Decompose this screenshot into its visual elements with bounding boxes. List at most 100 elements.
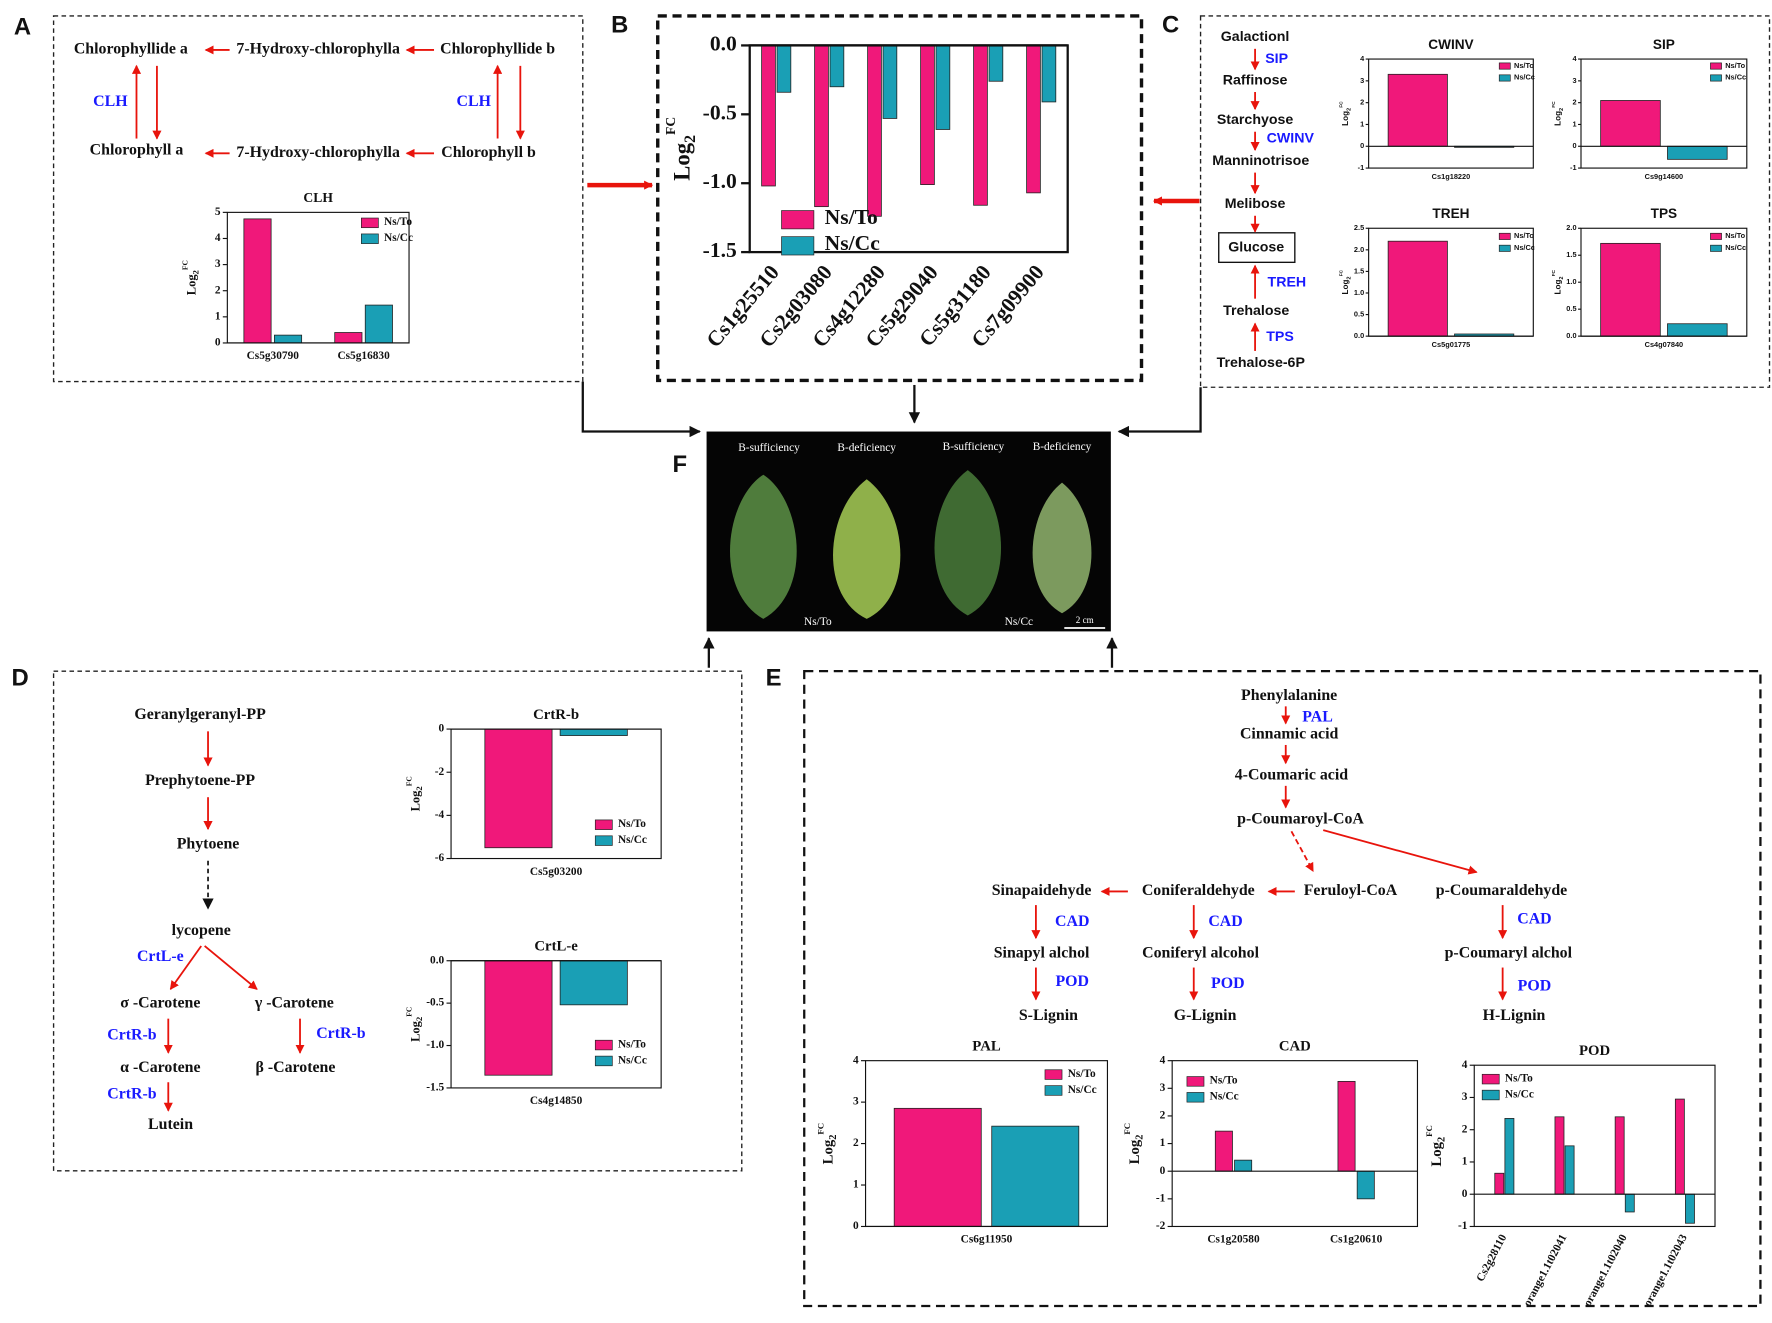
node: Melibose bbox=[1225, 196, 1286, 212]
photo-label: B-sufficiency bbox=[943, 441, 1005, 453]
y-axis-label: Log2FC bbox=[815, 1123, 839, 1165]
node: G-Lignin bbox=[1174, 1007, 1237, 1024]
x-tick-label: Cs1g20580 bbox=[1207, 1234, 1260, 1246]
y-tick-label: -1 bbox=[1156, 1192, 1166, 1204]
bar bbox=[814, 45, 829, 208]
y-axis-label-part: 2 bbox=[1346, 276, 1352, 279]
y-tick-label: 0 bbox=[1360, 141, 1364, 150]
node: 7-Hydroxy-chlorophylla bbox=[236, 144, 400, 161]
legend-swatch bbox=[1498, 232, 1511, 240]
node: H-Lignin bbox=[1483, 1007, 1546, 1024]
node: Glucose bbox=[1228, 239, 1284, 255]
node: Starchyose bbox=[1217, 112, 1294, 128]
enzyme: CrtR-b bbox=[107, 1085, 157, 1102]
chart-title: TPS bbox=[1651, 206, 1677, 221]
plot-frame bbox=[1580, 58, 1748, 169]
y-axis-label-part: 2 bbox=[190, 270, 200, 274]
bar bbox=[559, 728, 628, 736]
y-tick-label: -6 bbox=[435, 852, 445, 864]
node: lycopene bbox=[172, 922, 231, 939]
y-axis-label-part: 2 bbox=[1135, 1135, 1146, 1140]
bar bbox=[1624, 1193, 1635, 1213]
y-tick-label: -2 bbox=[1156, 1220, 1166, 1232]
y-axis-label: Log2FC bbox=[663, 117, 699, 181]
y-tick-label: 0 bbox=[853, 1220, 859, 1232]
x-tick-label: Cs4g07840 bbox=[1645, 340, 1684, 349]
y-tick-label: 2 bbox=[1160, 1110, 1166, 1122]
y-axis-label-part: FC bbox=[1551, 269, 1557, 276]
node: p-Coumaroyl-CoA bbox=[1237, 811, 1364, 828]
enzyme: CAD bbox=[1055, 913, 1089, 930]
connectors bbox=[581, 180, 1202, 668]
bar bbox=[1337, 1080, 1356, 1172]
y-axis-label-part: Log bbox=[184, 274, 198, 296]
bar bbox=[1600, 100, 1661, 147]
bar bbox=[882, 45, 898, 119]
y-axis-label-part: FC bbox=[1424, 1125, 1434, 1137]
plot-frame bbox=[1473, 1064, 1716, 1228]
y-axis-label-part: FC bbox=[663, 117, 678, 135]
frames bbox=[52, 14, 1771, 1308]
node: Feruloyl-CoA bbox=[1304, 882, 1398, 899]
legend-swatch bbox=[1498, 244, 1511, 252]
x-tick-label: orange1.1t02040 bbox=[1582, 1232, 1630, 1308]
y-tick-label: 2 bbox=[1462, 1123, 1468, 1135]
bar bbox=[761, 45, 776, 187]
enzyme: CAD bbox=[1208, 913, 1242, 930]
x-tick-label: orange1.1t02043 bbox=[1642, 1232, 1690, 1308]
legend-swatch bbox=[1710, 62, 1722, 70]
y-axis-label-part: FC bbox=[404, 776, 413, 786]
bar bbox=[1214, 1130, 1233, 1172]
bar bbox=[829, 45, 845, 88]
y-tick-label: 0.0 bbox=[710, 31, 737, 55]
legend-label: Ns/To bbox=[618, 818, 646, 830]
y-tick-label: 0.0 bbox=[430, 954, 445, 966]
node: Chlorophyllide b bbox=[440, 41, 555, 58]
y-tick-label: 1.0 bbox=[1354, 288, 1364, 297]
photo: B-sufficiency B-deficiency B-sufficiency… bbox=[706, 431, 1111, 632]
node: S-Lignin bbox=[1019, 1007, 1078, 1024]
legend-label: Ns/To bbox=[1725, 61, 1745, 70]
y-tick-label: 3 bbox=[1360, 76, 1364, 85]
enzyme: POD bbox=[1211, 975, 1245, 992]
y-axis-label-part: Log bbox=[1127, 1139, 1143, 1164]
y-axis-label-part: 2 bbox=[414, 786, 424, 790]
legend-label: Ns/To bbox=[384, 216, 412, 228]
bar bbox=[973, 45, 988, 206]
y-axis-label-part: 2 bbox=[1437, 1137, 1448, 1142]
y-axis-label: Log2FC bbox=[1339, 269, 1352, 294]
y-tick-label: 1 bbox=[1160, 1137, 1166, 1149]
node: Cinnamic acid bbox=[1240, 725, 1339, 742]
photo-label: B-deficiency bbox=[1033, 441, 1092, 453]
legend-swatch bbox=[594, 1039, 613, 1051]
y-tick-label: 1 bbox=[1572, 119, 1576, 128]
y-tick-label: 1.5 bbox=[1566, 250, 1576, 259]
node: p-Coumaraldehyde bbox=[1436, 882, 1567, 899]
legend-label: Ns/To bbox=[1514, 61, 1534, 70]
plot-frame bbox=[1368, 58, 1534, 169]
chart-title: CWINV bbox=[1428, 37, 1473, 52]
panel-label: A bbox=[14, 14, 31, 41]
bar bbox=[1387, 240, 1448, 337]
node: Phenylalanine bbox=[1241, 687, 1337, 704]
y-axis-label-part: FC bbox=[1551, 101, 1557, 108]
y-tick-label: 0 bbox=[215, 337, 221, 349]
y-tick-label: 4 bbox=[1572, 54, 1577, 63]
x-tick-label: Cs5g30790 bbox=[247, 350, 300, 362]
y-axis-label: Log2FC bbox=[404, 1007, 424, 1042]
bar bbox=[1564, 1145, 1575, 1195]
y-axis-label-part: Log bbox=[408, 1020, 422, 1042]
legend-label: Ns/Cc bbox=[1725, 243, 1746, 252]
enzyme: CWINV bbox=[1267, 130, 1315, 146]
y-tick-label: -1.0 bbox=[703, 169, 737, 193]
legend-label: Ns/To bbox=[825, 205, 878, 229]
legend-swatch bbox=[1481, 1073, 1500, 1085]
node: 7-Hydroxy-chlorophylla bbox=[236, 41, 400, 58]
bar bbox=[935, 45, 951, 130]
x-tick-label: Cs5g03200 bbox=[530, 866, 583, 878]
y-tick-label: -1.5 bbox=[703, 238, 737, 262]
y-axis-label: Log2FC bbox=[180, 260, 200, 295]
